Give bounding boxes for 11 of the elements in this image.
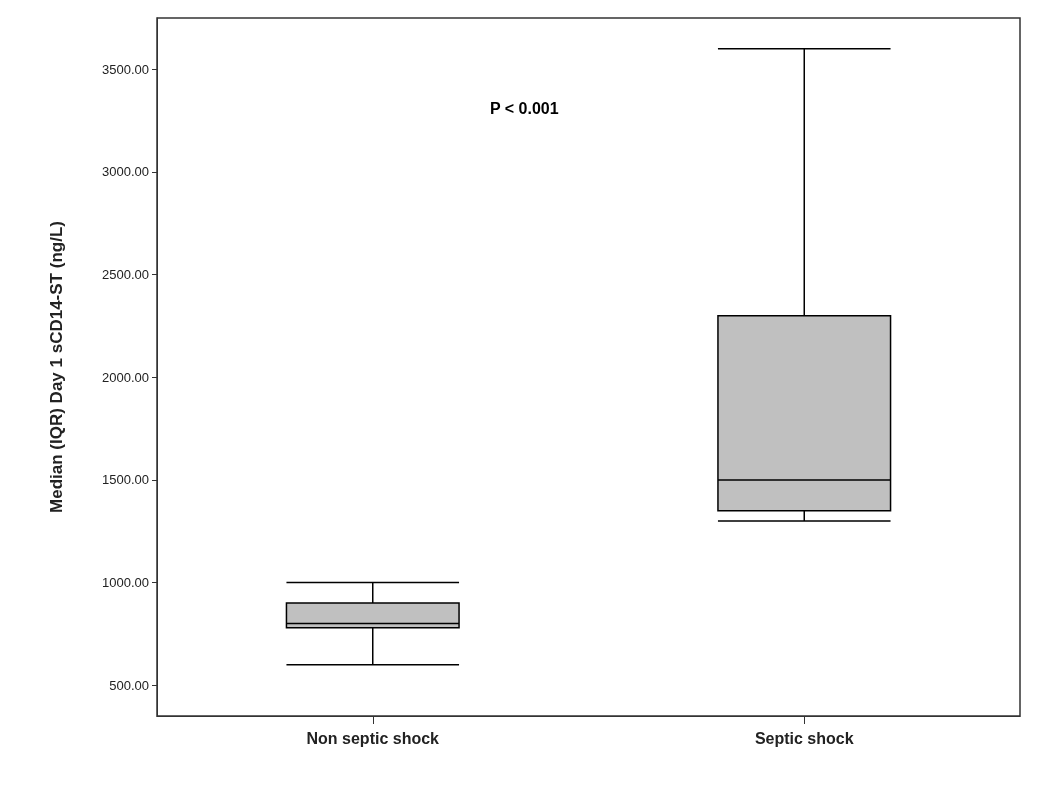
annotation: P < 0.001 [490,99,559,117]
y-tick-label: 1500.00 [102,472,149,488]
x-tick-label: Septic shock [754,729,854,747]
y-tick-label: 1000.00 [102,575,149,591]
x-tick-label: Non septic shock [306,729,440,747]
y-axis-title: Median (IQR) Day 1 sCD14-ST (ng/L) [47,221,66,513]
y-tick-label: 3000.00 [102,164,149,180]
y-tick-label: 2500.00 [102,267,149,283]
y-tick-label: 500.00 [109,677,149,693]
y-tick-label: 2000.00 [102,369,149,385]
y-tick-label: 3500.00 [102,61,149,77]
